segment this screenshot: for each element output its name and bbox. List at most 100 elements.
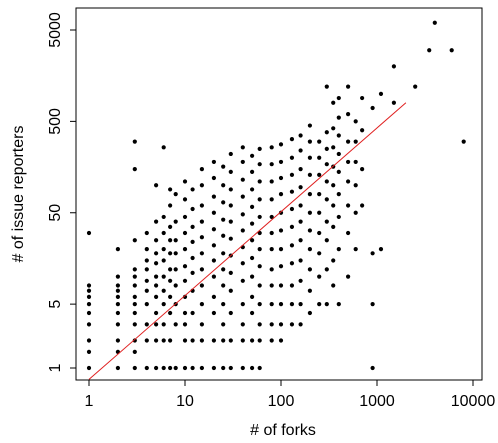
data-point: [228, 236, 233, 241]
data-point: [324, 179, 329, 184]
data-point: [370, 302, 375, 307]
data-point: [211, 194, 216, 199]
data-point: [269, 247, 274, 252]
data-point: [289, 189, 295, 194]
data-point: [161, 258, 166, 263]
data-point: [257, 179, 262, 184]
data-point: [115, 310, 120, 316]
data-point: [278, 192, 284, 197]
data-point: [86, 288, 92, 293]
data-point: [317, 251, 322, 256]
data-point: [199, 235, 204, 240]
data-point: [86, 349, 92, 355]
data-point: [182, 294, 188, 299]
data-point: [413, 84, 418, 89]
data-point: [346, 84, 351, 89]
data-point: [161, 288, 166, 293]
data-point: [269, 322, 274, 327]
data-point: [86, 283, 92, 288]
data-point: [182, 338, 188, 343]
y-tick-label: 5000: [47, 12, 64, 48]
data-point: [115, 338, 120, 343]
data-point: [161, 214, 166, 220]
data-point: [278, 175, 284, 181]
data-point: [250, 204, 255, 209]
x-tick-label: 1: [85, 393, 94, 410]
data-point: [228, 219, 233, 224]
data-point: [221, 200, 226, 205]
data-point: [307, 123, 312, 128]
data-point: [221, 233, 226, 238]
data-point: [336, 133, 341, 138]
data-point: [132, 302, 137, 307]
data-point: [257, 302, 262, 307]
data-point: [168, 294, 173, 299]
data-point: [324, 130, 329, 135]
data-point: [132, 167, 137, 172]
data-point: [360, 203, 365, 208]
data-point: [317, 155, 322, 160]
data-point: [269, 230, 274, 236]
data-point: [132, 349, 137, 355]
data-point: [257, 264, 262, 269]
data-point: [278, 302, 284, 307]
data-point: [228, 169, 233, 174]
data-point: [86, 302, 92, 307]
data-point: [132, 139, 137, 144]
data-point: [190, 270, 195, 275]
data-point: [144, 302, 149, 307]
data-point: [190, 365, 195, 371]
data-point: [221, 251, 226, 256]
data-point: [378, 247, 384, 252]
data-point: [289, 136, 295, 142]
data-point: [289, 172, 295, 177]
data-point: [115, 274, 120, 279]
data-point: [144, 322, 149, 327]
data-point: [190, 187, 195, 192]
data-point: [240, 338, 245, 343]
data-point: [307, 210, 312, 215]
data-point: [182, 310, 188, 316]
data-point: [278, 322, 284, 327]
data-point: [298, 278, 303, 283]
data-point: [190, 239, 195, 244]
data-point: [199, 183, 204, 188]
data-point: [199, 203, 204, 208]
data-point: [250, 169, 255, 174]
data-point: [298, 219, 303, 224]
data-point: [182, 230, 188, 236]
data-point: [324, 219, 329, 224]
data-point: [257, 338, 262, 343]
data-point: [221, 322, 226, 327]
y-tick-label: 5: [47, 300, 64, 309]
data-point: [199, 251, 204, 256]
data-point: [221, 217, 226, 222]
data-point: [132, 310, 137, 316]
data-point: [144, 267, 149, 272]
data-point: [370, 105, 375, 111]
data-point: [427, 48, 432, 53]
data-point: [278, 247, 284, 252]
data-point: [278, 142, 284, 147]
data-point: [199, 365, 204, 371]
data-point: [190, 224, 195, 230]
data-point: [331, 100, 336, 105]
data-point: [161, 338, 166, 343]
data-point: [298, 133, 303, 138]
data-point: [324, 267, 329, 272]
data-point: [168, 278, 173, 283]
data-point: [370, 251, 375, 256]
data-point: [132, 365, 137, 371]
data-point: [182, 214, 188, 220]
data-point: [257, 322, 262, 327]
data-point: [289, 261, 295, 266]
data-point: [211, 258, 216, 263]
y-axis-title: # of issue reporters: [10, 126, 27, 263]
data-point: [154, 183, 159, 188]
data-point: [307, 267, 312, 272]
data-point: [324, 302, 329, 307]
data-point: [449, 48, 454, 53]
data-point: [173, 365, 178, 371]
data-point: [307, 155, 312, 160]
data-point: [168, 203, 173, 208]
